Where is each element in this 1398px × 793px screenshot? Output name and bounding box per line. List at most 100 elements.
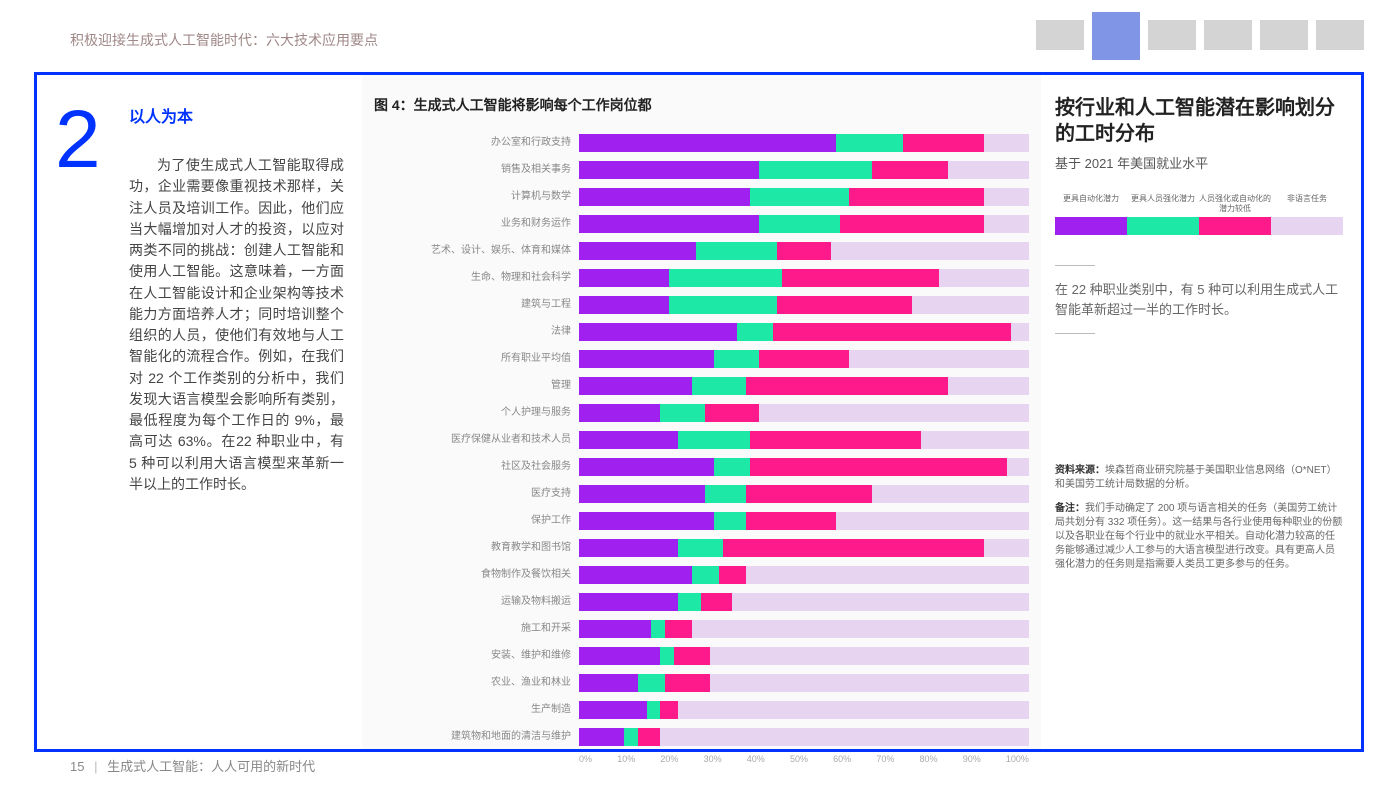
- bar-segment: [714, 350, 759, 368]
- bar-segment: [759, 215, 840, 233]
- bar-segment: [579, 620, 651, 638]
- bar-segment: [903, 134, 984, 152]
- bar-label: 保护工作: [374, 507, 571, 534]
- bar-segment: [651, 620, 665, 638]
- bar-segment: [849, 350, 1029, 368]
- bar-segment: [579, 269, 669, 287]
- legend-label: 更具自动化潜力: [1055, 194, 1127, 213]
- legend-label: 更具人员强化潜力: [1127, 194, 1199, 213]
- right-insight: 在 22 种职业类别中，有 5 种可以利用生成式人工智能革新超过一半的工作时长。: [1055, 280, 1343, 319]
- bar-segment: [777, 242, 831, 260]
- bar-segment: [579, 647, 660, 665]
- bar-segment: [579, 404, 660, 422]
- bar-segment: [984, 539, 1029, 557]
- bar-segment: [759, 350, 849, 368]
- bar-label: 医疗保健从业者和技术人员: [374, 426, 571, 453]
- axis-tick: 70%: [876, 754, 894, 764]
- bar-segment: [579, 701, 647, 719]
- bar-row: [579, 453, 1029, 480]
- bar-segment: [638, 674, 665, 692]
- bar-segment: [579, 350, 714, 368]
- bar-label: 施工和开采: [374, 615, 571, 642]
- bar-segment: [836, 134, 904, 152]
- bar-segment: [737, 323, 773, 341]
- bar-segment: [710, 674, 1030, 692]
- bar-row: [579, 615, 1029, 642]
- bar-row: [579, 426, 1029, 453]
- bar-segment: [872, 485, 1030, 503]
- bar-segment: [624, 728, 638, 746]
- axis-tick: 40%: [747, 754, 765, 764]
- bar-segment: [579, 242, 696, 260]
- bar-row: [579, 318, 1029, 345]
- nav-tab-4[interactable]: [1260, 20, 1308, 50]
- bar-label: 安装、维护和维修: [374, 642, 571, 669]
- note-text: 我们手动确定了 200 项与语言相关的任务（美国劳工统计局共划分有 332 项任…: [1055, 503, 1342, 570]
- axis-tick: 10%: [617, 754, 635, 764]
- bar-segment: [579, 566, 692, 584]
- bar-segment: [836, 512, 1030, 530]
- bar-segment: [750, 431, 921, 449]
- bar-segment: [831, 242, 1029, 260]
- bar-segment: [692, 566, 719, 584]
- bar-segment: [705, 485, 746, 503]
- bar-segment: [710, 647, 1030, 665]
- axis-tick: 0%: [579, 754, 592, 764]
- bar-label: 办公室和行政支持: [374, 129, 571, 156]
- bar-segment: [579, 458, 714, 476]
- nav-tab-3[interactable]: [1204, 20, 1252, 50]
- bar-segment: [579, 485, 705, 503]
- bar-segment: [678, 701, 1029, 719]
- bar-segment: [750, 188, 849, 206]
- axis-tick: 90%: [963, 754, 981, 764]
- bar-segment: [773, 323, 1012, 341]
- bar-row: [579, 642, 1029, 669]
- bar-segment: [579, 188, 750, 206]
- bar-segment: [579, 323, 737, 341]
- bar-segment: [849, 188, 984, 206]
- bar-segment: [579, 593, 678, 611]
- page-number: 15: [70, 759, 84, 774]
- bar-row: [579, 372, 1029, 399]
- bar-label: 建筑物和地面的清洁与维护: [374, 723, 571, 750]
- bar-label: 业务和财务运作: [374, 210, 571, 237]
- bar-segment: [579, 539, 678, 557]
- bar-row: [579, 561, 1029, 588]
- bar-row: [579, 399, 1029, 426]
- bar-row: [579, 156, 1029, 183]
- bar-segment: [939, 269, 1029, 287]
- bar-segment: [746, 566, 1030, 584]
- bar-segment: [579, 296, 669, 314]
- bar-segment: [674, 647, 710, 665]
- bar-segment: [579, 431, 678, 449]
- header-title: 积极迎接生成式人工智能时代：六大技术应用要点: [70, 30, 378, 50]
- nav-tab-1[interactable]: [1092, 12, 1140, 60]
- bar-segment: [840, 215, 984, 233]
- axis-tick: 50%: [790, 754, 808, 764]
- bar-label: 生命、物理和社会科学: [374, 264, 571, 291]
- legend-swatch: [1127, 217, 1199, 235]
- legend-swatch: [1271, 217, 1343, 235]
- divider: [1055, 333, 1095, 334]
- bar-segment: [647, 701, 661, 719]
- bar-segment: [678, 539, 723, 557]
- footer-title: 生成式人工智能：人人可用的新时代: [107, 759, 315, 774]
- legend-swatch: [1199, 217, 1271, 235]
- bar-segment: [984, 134, 1029, 152]
- nav-tab-2[interactable]: [1148, 20, 1196, 50]
- bar-segment: [579, 377, 692, 395]
- bar-segment: [701, 593, 733, 611]
- bar-label: 教育教学和图书馆: [374, 534, 571, 561]
- bar-label: 计算机与数学: [374, 183, 571, 210]
- bar-segment: [579, 728, 624, 746]
- bar-segment: [714, 458, 750, 476]
- bar-label: 个人护理与服务: [374, 399, 571, 426]
- nav-tab-0[interactable]: [1036, 20, 1084, 50]
- bar-label: 社区及社会服务: [374, 453, 571, 480]
- bar-segment: [660, 701, 678, 719]
- nav-tab-5[interactable]: [1316, 20, 1364, 50]
- bar-label: 艺术、设计、娱乐、体育和媒体: [374, 237, 571, 264]
- bar-segment: [948, 377, 1029, 395]
- bar-segment: [579, 215, 759, 233]
- chart-x-axis: 0%10%20%30%40%50%60%70%80%90%100%: [579, 754, 1029, 764]
